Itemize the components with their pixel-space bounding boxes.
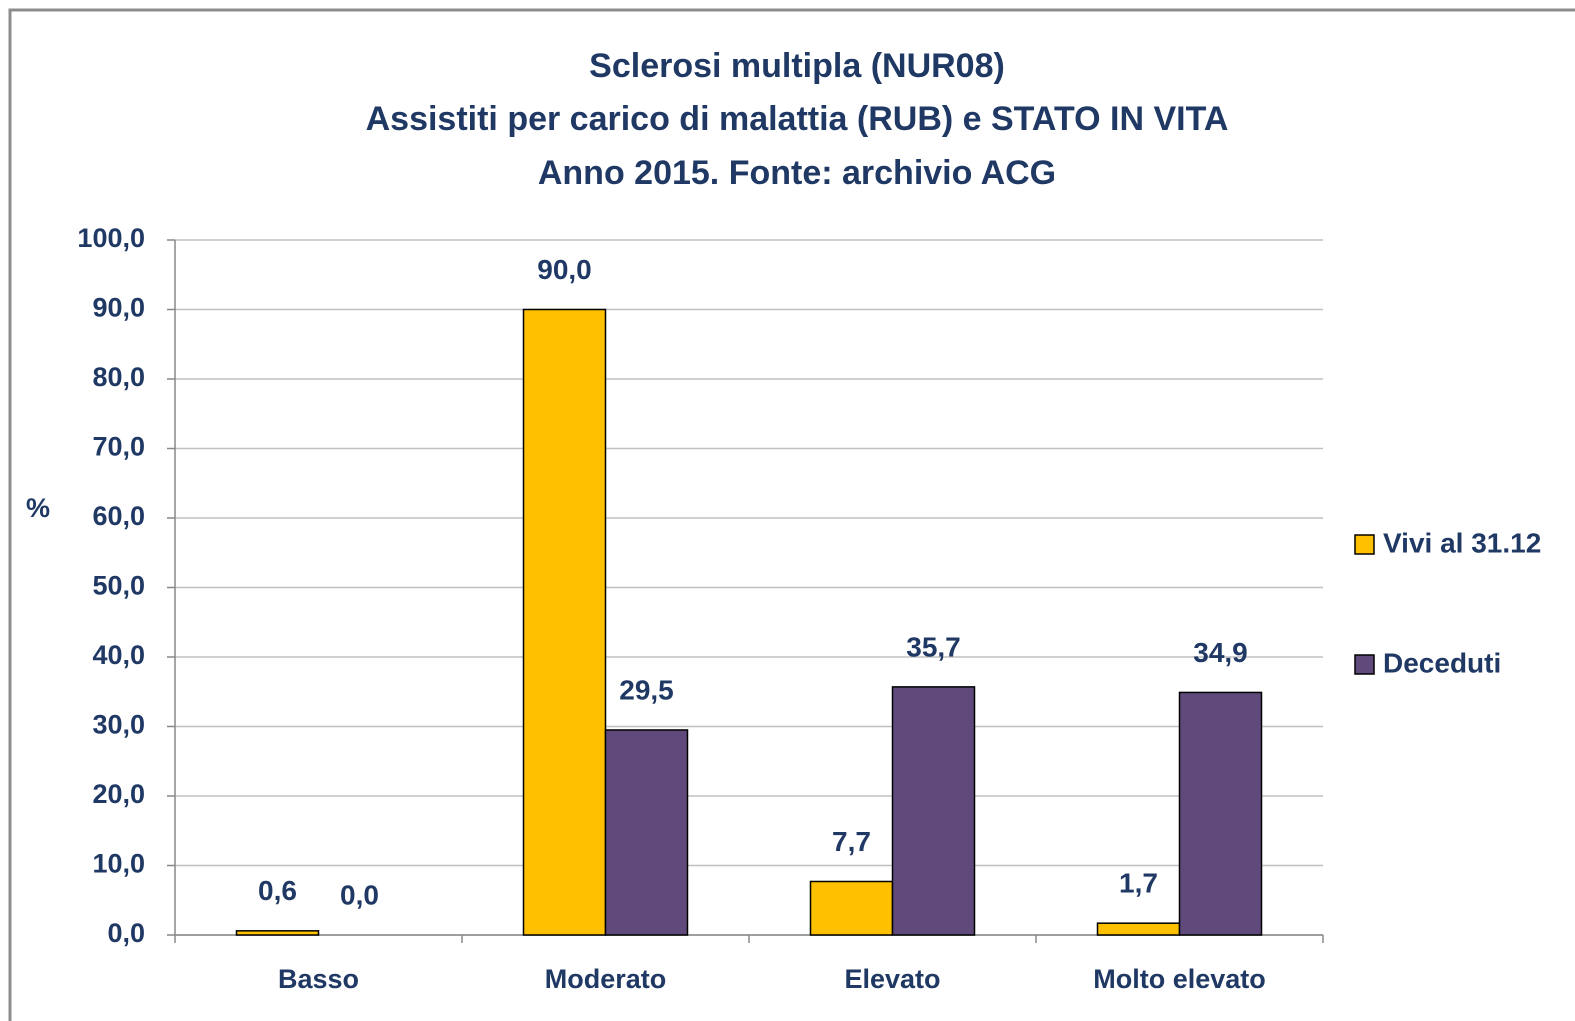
bar xyxy=(235,930,320,936)
y-axis-label: % xyxy=(26,493,50,523)
y-tick-label: 0,0 xyxy=(107,918,145,948)
y-tick-label: 90,0 xyxy=(92,293,145,323)
chart-title: Anno 2015. Fonte: archivio ACG xyxy=(538,154,1056,192)
bar xyxy=(809,880,894,936)
bar xyxy=(522,308,607,936)
y-tick-label: 40,0 xyxy=(92,640,145,670)
bar xyxy=(1096,922,1181,936)
y-tick-label: 100,0 xyxy=(77,223,145,253)
legend-swatch xyxy=(1354,534,1375,555)
y-tick-label: 30,0 xyxy=(92,710,145,740)
bar xyxy=(604,729,689,936)
value-label: 0,6 xyxy=(258,875,297,906)
x-tick-label: Basso xyxy=(278,964,359,994)
value-label: 34,9 xyxy=(1193,637,1248,668)
legend-label: Deceduti xyxy=(1383,647,1501,678)
x-tick-label: Elevato xyxy=(844,964,940,994)
x-tick-label: Moderato xyxy=(545,964,667,994)
legend-label: Vivi al 31.12 xyxy=(1383,527,1541,558)
chart-title: Sclerosi multipla (NUR08) xyxy=(589,47,1005,85)
y-tick-label: 20,0 xyxy=(92,779,145,809)
chart-title: Assistiti per carico di malattia (RUB) e… xyxy=(366,100,1229,138)
chart-border xyxy=(8,8,1575,1021)
y-tick-label: 80,0 xyxy=(92,362,145,392)
value-label: 0,0 xyxy=(340,879,379,910)
x-tick-label: Molto elevato xyxy=(1093,964,1266,994)
y-tick-label: 60,0 xyxy=(92,501,145,531)
value-label: 90,0 xyxy=(537,254,592,285)
value-label: 7,7 xyxy=(832,826,871,857)
value-label: 29,5 xyxy=(619,674,674,705)
bar xyxy=(1178,691,1263,936)
value-label: 1,7 xyxy=(1119,868,1158,899)
y-tick-label: 10,0 xyxy=(92,849,145,879)
legend-swatch xyxy=(1354,654,1375,675)
value-label: 35,7 xyxy=(906,631,961,662)
y-tick-label: 70,0 xyxy=(92,432,145,462)
y-tick-label: 50,0 xyxy=(92,571,145,601)
bar xyxy=(891,686,976,936)
